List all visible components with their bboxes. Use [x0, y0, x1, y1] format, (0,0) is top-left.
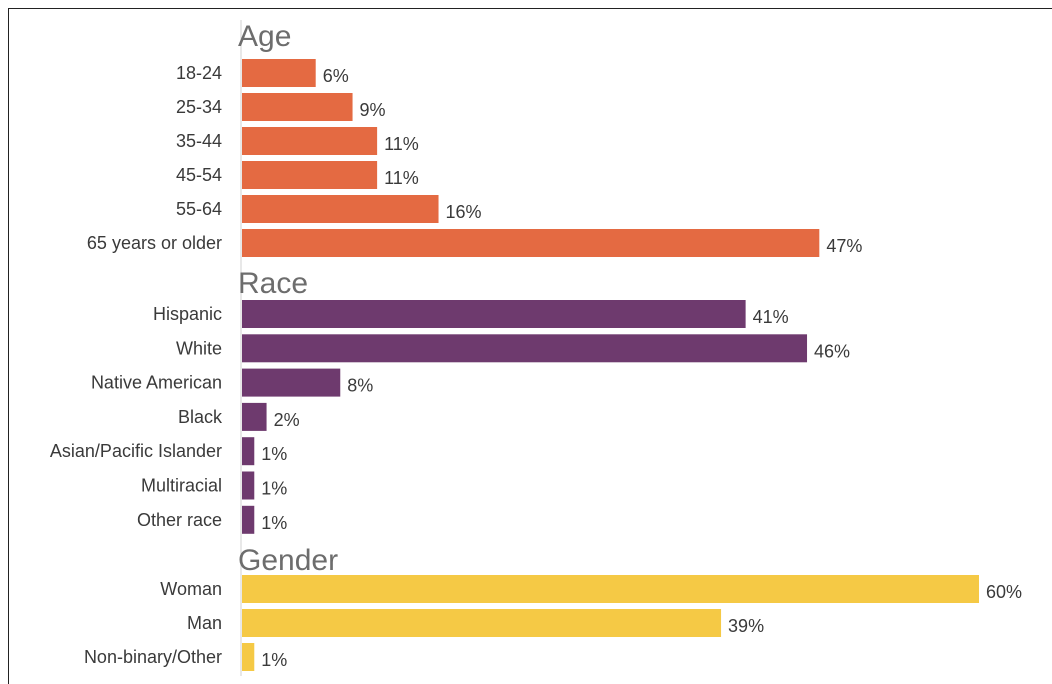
bar-race-multiracial: [242, 471, 255, 500]
group-title-age: Age: [238, 20, 291, 53]
category-label-native-american: Native American: [91, 373, 222, 393]
value-label-age-45-54: 11%: [384, 168, 419, 188]
bar-race-hispanic: [242, 300, 746, 328]
bar-race-white: [242, 334, 808, 363]
value-label-race-hispanic: 41%: [753, 307, 789, 327]
category-label-55-64: 55-64: [176, 199, 222, 219]
bar-age-18-24: [242, 59, 316, 87]
bar-age-65-years-or-older: [242, 229, 820, 257]
category-label-hispanic: Hispanic: [153, 304, 222, 324]
frame-border-left: [8, 8, 9, 684]
value-label-age-55-64: 16%: [446, 202, 482, 222]
group-title-race: Race: [238, 267, 308, 300]
value-label-race-native-american: 8%: [347, 376, 373, 396]
bar-age-45-54: [242, 161, 378, 189]
value-label-age-65-years-or-older: 47%: [826, 236, 862, 256]
category-label-45-54: 45-54: [176, 165, 222, 185]
bar-gender-woman: [242, 575, 979, 603]
value-label-race-asian-pacific-islander: 1%: [261, 444, 287, 464]
value-label-gender-woman: 60%: [986, 582, 1022, 602]
bar-gender-man: [242, 609, 722, 637]
category-label-multiracial: Multiracial: [141, 476, 222, 496]
bar-age-35-44: [242, 127, 378, 155]
bar-race-other-race: [242, 505, 255, 534]
group-title-gender: Gender: [238, 544, 338, 577]
bar-gender-non-binary-other: [242, 643, 255, 671]
bar-race-asian-pacific-islander: [242, 437, 255, 466]
category-label-35-44: 35-44: [176, 131, 222, 151]
value-label-age-35-44: 11%: [384, 134, 419, 154]
bar-race-native-american: [242, 368, 341, 397]
category-label-18-24: 18-24: [176, 63, 222, 83]
value-label-age-18-24: 6%: [323, 66, 349, 86]
frame-border-top: [8, 8, 1052, 9]
bar-age-25-34: [242, 93, 353, 121]
category-label-woman: Woman: [160, 579, 222, 599]
value-label-race-black: 2%: [274, 410, 300, 430]
value-label-gender-non-binary-other: 1%: [261, 650, 287, 670]
value-label-race-multiracial: 1%: [261, 479, 287, 499]
category-label-other-race: Other race: [137, 510, 222, 530]
category-label-65-years-or-older: 65 years or older: [87, 233, 222, 253]
category-label-non-binary-other: Non-binary/Other: [84, 647, 222, 667]
value-label-age-25-34: 9%: [360, 100, 386, 120]
category-label-asian-pacific-islander: Asian/Pacific Islander: [50, 441, 222, 461]
bar-age-55-64: [242, 195, 439, 223]
bar-race-black: [242, 402, 267, 431]
value-label-race-white: 46%: [814, 341, 850, 361]
category-label-black: Black: [178, 407, 223, 427]
category-label-25-34: 25-34: [176, 97, 222, 117]
value-label-race-other-race: 1%: [261, 513, 287, 533]
category-label-man: Man: [187, 613, 222, 633]
category-label-white: White: [176, 338, 222, 358]
value-label-gender-man: 39%: [728, 616, 764, 636]
